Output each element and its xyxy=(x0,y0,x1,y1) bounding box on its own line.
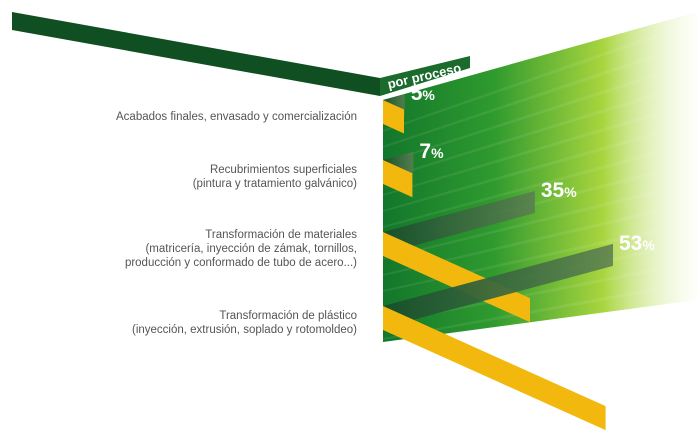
category-label: Acabados finales, envasado y comercializ… xyxy=(116,110,357,124)
value-unit: % xyxy=(642,236,655,253)
category-label-line: (pintura y tratamiento galvánico) xyxy=(192,178,357,190)
ray-streak xyxy=(383,140,697,228)
title-band xyxy=(12,12,380,96)
ray-streak xyxy=(383,200,697,276)
value-label: 35% xyxy=(541,179,577,203)
ray-streak xyxy=(383,60,697,164)
bar-shadow xyxy=(383,243,613,328)
value-number: 7 xyxy=(419,139,432,163)
value-number: 35 xyxy=(540,178,565,202)
ray-streak xyxy=(383,260,697,324)
background-panel xyxy=(383,12,697,342)
ray-streak xyxy=(383,180,697,260)
bar xyxy=(383,100,404,134)
bar xyxy=(383,306,606,431)
ray-streak xyxy=(383,40,697,148)
category-label-line: (inyección, extrusión, soplado y rotomol… xyxy=(131,324,357,336)
category-label-line: Recubrimientos superficiales xyxy=(209,164,357,176)
value-number: 5 xyxy=(410,82,423,106)
bar xyxy=(383,232,530,323)
bar-shadow xyxy=(383,190,535,254)
bar xyxy=(383,160,413,198)
category-label: Recubrimientos superficiales (pintura y t… xyxy=(193,163,357,191)
category-label-line: Transformación de materiales xyxy=(205,229,357,241)
value-unit: % xyxy=(564,183,577,200)
category-label: Transformación de materiales (matricería,… xyxy=(125,228,357,270)
ray-streak xyxy=(383,80,697,180)
category-label-line: Transformación de plástico xyxy=(219,310,357,322)
category-label: Transformación de plástico (inyección, ex… xyxy=(132,309,357,337)
value-number: 53 xyxy=(619,231,643,255)
subtitle-band xyxy=(380,56,470,96)
bars-layer xyxy=(383,94,613,431)
value-label: 7% xyxy=(419,140,443,164)
value-label: 53% xyxy=(619,232,655,256)
ray-streak xyxy=(383,120,697,212)
ray-streak xyxy=(383,280,697,340)
value-unit: % xyxy=(431,144,444,161)
value-label: 5% xyxy=(411,82,435,106)
category-label-line: producción y conformado de tubo de acero… xyxy=(124,257,357,269)
category-label-line: Acabados finales, envasado y comercializ… xyxy=(116,111,357,123)
ray-streak xyxy=(383,20,697,132)
ray-streak xyxy=(383,100,697,196)
value-unit: % xyxy=(422,87,435,104)
category-label-line: (matricería, inyección de zámak, tornill… xyxy=(145,243,357,255)
